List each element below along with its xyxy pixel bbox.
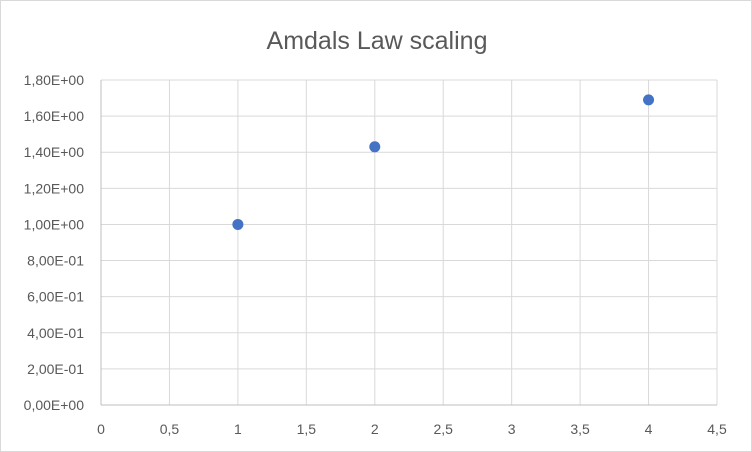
y-tick-label: 1,20E+00 — [24, 180, 85, 196]
x-tick-label: 3,5 — [570, 421, 590, 437]
x-tick-label: 0,5 — [160, 421, 180, 437]
y-tick-label: 1,80E+00 — [24, 72, 85, 88]
x-axis-tick-labels: 0 0,5 1 1,5 2 2,5 3 3,5 4 4,5 — [97, 421, 727, 437]
x-tick-label: 3 — [508, 421, 516, 437]
y-tick-label: 1,40E+00 — [24, 144, 85, 160]
x-tick-label: 0 — [97, 421, 105, 437]
data-point — [232, 218, 244, 230]
y-tick-label: 6,00E-01 — [27, 289, 84, 305]
x-tick-label: 1,5 — [297, 421, 317, 437]
data-point — [369, 141, 381, 153]
x-tick-label: 2 — [371, 421, 379, 437]
y-tick-label: 8,00E-01 — [27, 253, 84, 269]
data-point — [643, 94, 655, 106]
y-tick-label: 1,60E+00 — [24, 108, 85, 124]
x-tick-label: 1 — [234, 421, 242, 437]
x-tick-label: 2,5 — [433, 421, 453, 437]
x-tick-label: 4,5 — [707, 421, 727, 437]
y-tick-label: 2,00E-01 — [27, 361, 84, 377]
y-tick-label: 0,00E+00 — [24, 397, 85, 413]
data-points — [232, 94, 655, 230]
y-tick-label: 1,00E+00 — [24, 216, 85, 232]
grid-lines — [101, 79, 718, 405]
y-axis-tick-labels: 0,00E+00 2,00E-01 4,00E-01 6,00E-01 8,00E-01… — [24, 72, 85, 413]
x-tick-label: 4 — [645, 421, 653, 437]
chart-title: Amdals Law scaling — [267, 27, 488, 55]
y-tick-label: 4,00E-01 — [27, 325, 84, 341]
axes — [100, 80, 717, 406]
